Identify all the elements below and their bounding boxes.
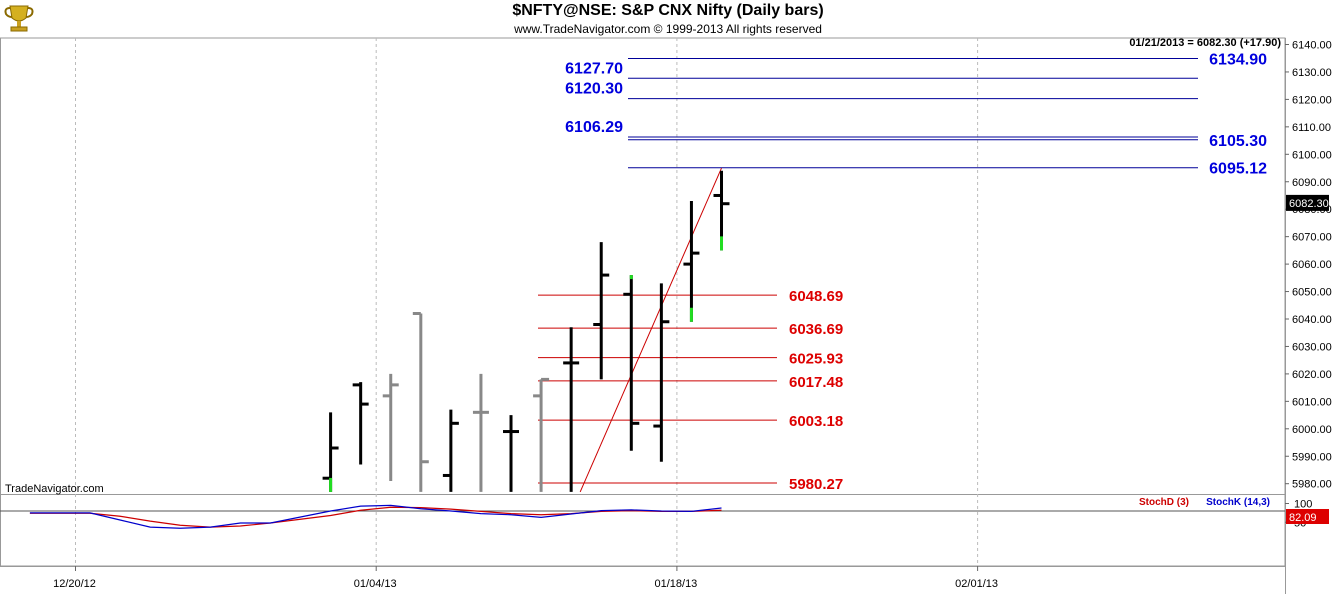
resistance-label: 6120.30 — [565, 81, 623, 98]
x-tick-label: 01/04/13 — [354, 578, 397, 590]
trendline — [579, 167, 722, 493]
y-tick-label: 6140.00 — [1292, 40, 1332, 52]
legend-stochd: StochD (3) — [1139, 497, 1189, 508]
last-price-label: 6082.30 — [1289, 198, 1329, 210]
chart-title: $NFTY@NSE: S&P CNX Nifty (Daily bars) — [512, 2, 824, 19]
osc-value-box — [1286, 509, 1329, 524]
resistance-label: 6095.12 — [1209, 161, 1267, 178]
y-tick-label: 6000.00 — [1292, 424, 1332, 436]
copyright-text: www.TradeNavigator.com © 1999-2013 All r… — [514, 22, 822, 36]
y-tick-label: 6110.00 — [1292, 122, 1331, 134]
y-tick-label: 6040.00 — [1292, 314, 1332, 326]
support-label: 6048.69 — [789, 288, 843, 305]
y-tick-label: 6030.00 — [1292, 341, 1332, 353]
y-tick-label: 6090.00 — [1292, 177, 1332, 189]
y-tick-label: 6130.00 — [1292, 67, 1332, 79]
resistance-label: 6134.90 — [1209, 51, 1267, 68]
support-label: 6036.69 — [789, 321, 843, 338]
resistance-label: 6105.30 — [1209, 133, 1267, 150]
support-label: 5980.27 — [789, 476, 843, 493]
stoch-k-line — [29, 504, 722, 529]
x-tick-label: 12/20/12 — [53, 578, 96, 590]
stoch-d-line — [29, 506, 722, 528]
watermark-text: TradeNavigator.com — [5, 483, 104, 495]
y-tick-label: 6050.00 — [1292, 287, 1332, 299]
support-label: 6003.18 — [789, 413, 843, 430]
x-tick-label: 02/01/13 — [955, 578, 998, 590]
y-tick-label: 6120.00 — [1292, 94, 1332, 106]
y-tick-label: 6010.00 — [1292, 396, 1332, 408]
y-tick-label: 6070.00 — [1292, 232, 1332, 244]
y-tick-label: 6060.00 — [1292, 259, 1332, 271]
resistance-label: 6127.70 — [565, 60, 623, 77]
info-line: 01/21/2013 = 6082.30 (+17.90) — [1129, 37, 1281, 49]
legend-stochk: StochK (14,3) — [1206, 497, 1270, 508]
osc-y-tick-label: 100 — [1294, 499, 1312, 511]
last-price-box — [1286, 194, 1329, 211]
y-tick-label: 5990.00 — [1292, 451, 1332, 463]
resistance-label: 6106.29 — [565, 119, 623, 136]
y-tick-label: 5980.00 — [1292, 479, 1332, 491]
y-tick-label: 6020.00 — [1292, 369, 1332, 381]
support-label: 6025.93 — [789, 351, 843, 368]
y-tick-label: 6100.00 — [1292, 149, 1332, 161]
x-tick-label: 01/18/13 — [654, 578, 697, 590]
trophy-logo-icon — [2, 2, 36, 34]
osc-value-label: 82.09 — [1289, 512, 1317, 524]
support-label: 6017.48 — [789, 374, 843, 391]
plot-frame — [0, 37, 1286, 567]
